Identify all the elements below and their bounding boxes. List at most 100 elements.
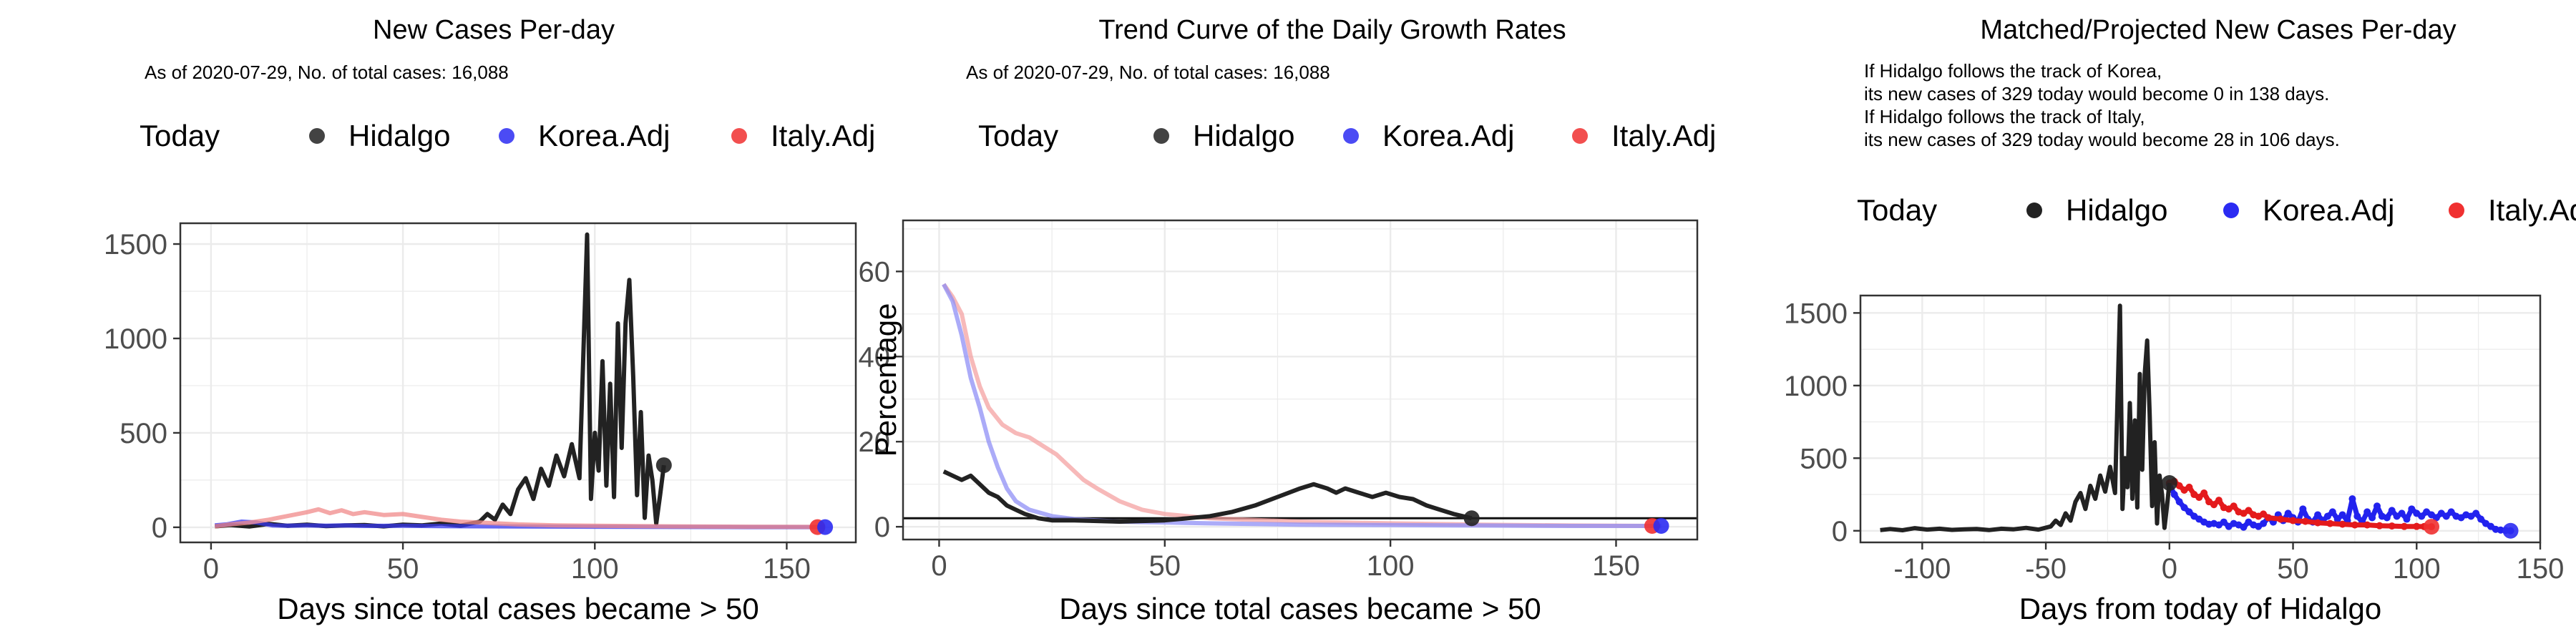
x-axis-title: Days since total cases became > 50 bbox=[1059, 592, 1541, 625]
x-tick-label: 100 bbox=[1367, 550, 1415, 582]
y-tick-label: 1500 bbox=[1784, 298, 1848, 329]
legend-key-korea-adj bbox=[1343, 128, 1359, 144]
today-point-korea-adj bbox=[2502, 522, 2519, 539]
legend-label: Korea.Adj bbox=[1382, 119, 1514, 152]
series-point-korea-adj bbox=[2398, 509, 2406, 517]
x-tick-label: 100 bbox=[2393, 553, 2441, 585]
series-point-korea-adj bbox=[2328, 508, 2336, 516]
series-point-korea-adj bbox=[2338, 511, 2346, 519]
series-point-italy-adj bbox=[2351, 521, 2358, 529]
y-tick-label: 1500 bbox=[104, 229, 167, 260]
x-tick-label: 0 bbox=[203, 553, 219, 585]
series-point-italy-adj bbox=[2388, 522, 2396, 530]
y-tick-label: 1000 bbox=[104, 323, 167, 355]
series-point-korea-adj bbox=[2408, 505, 2416, 513]
series-point-italy-adj bbox=[2338, 520, 2346, 528]
x-tick-label: 50 bbox=[387, 553, 419, 585]
series-line-italy-adj bbox=[942, 283, 1652, 528]
series-point-korea-adj bbox=[2170, 491, 2178, 499]
legend-label: Italy.Adj bbox=[1611, 119, 1716, 152]
chart-annotation-line: If Hidalgo follows the track of Korea, bbox=[1864, 60, 2162, 82]
legend-label: Italy.Adj bbox=[2488, 193, 2576, 227]
series-point-italy-adj bbox=[2326, 519, 2334, 527]
x-tick-label: 100 bbox=[571, 553, 619, 585]
y-tick-label: 0 bbox=[1832, 516, 1848, 547]
series-point-korea-adj bbox=[2388, 507, 2396, 514]
chart-panel-2: Trend Curve of the Daily Growth Rates As … bbox=[859, 15, 1717, 625]
series-point-korea-adj bbox=[2383, 514, 2391, 522]
legend-label: Korea.Adj bbox=[538, 119, 670, 152]
legend-label: Hidalgo bbox=[2066, 193, 2167, 227]
today-point-hidalgo bbox=[655, 457, 672, 474]
y-tick-label: 0 bbox=[874, 512, 890, 543]
legend-heading: Today bbox=[1857, 193, 1937, 227]
chart-subtitle: As of 2020-07-29, No. of total cases: 16… bbox=[145, 62, 509, 83]
series-point-korea-adj bbox=[2348, 495, 2356, 503]
series-point-korea-adj bbox=[2333, 515, 2341, 523]
legend-key-hidalgo bbox=[309, 128, 325, 144]
chart-title: New Cases Per-day bbox=[373, 15, 615, 45]
chart-panel-1: New Cases Per-day As of 2020-07-29, No. o… bbox=[104, 15, 875, 625]
series-point-korea-adj bbox=[2260, 519, 2268, 527]
y-tick-label: 60 bbox=[859, 256, 891, 288]
chart-legend: Today Hidalgo Korea.Adj Italy.Adj bbox=[1857, 193, 2576, 227]
legend-key-hidalgo bbox=[1153, 128, 1169, 144]
plot-panel bbox=[902, 219, 1699, 541]
chart-title: Matched/Projected New Cases Per-day bbox=[1980, 15, 2456, 45]
series-line-hidalgo bbox=[1880, 303, 2172, 532]
x-tick-label: 150 bbox=[1592, 550, 1640, 582]
series-point-korea-adj bbox=[2185, 508, 2193, 516]
x-tick-label: 150 bbox=[763, 553, 811, 585]
series-point-italy-adj bbox=[2413, 522, 2421, 530]
chart-panel-3: Matched/Projected New Cases Per-day If Hi… bbox=[1784, 15, 2576, 625]
series-point-korea-adj bbox=[2180, 504, 2188, 512]
plot-panel bbox=[1859, 294, 2542, 544]
series-point-italy-adj bbox=[2314, 519, 2322, 527]
chart-subtitle: As of 2020-07-29, No. of total cases: 16… bbox=[966, 62, 1330, 83]
series-point-korea-adj bbox=[2403, 515, 2411, 523]
series-point-italy-adj bbox=[2195, 494, 2203, 502]
series-point-korea-adj bbox=[2472, 509, 2480, 517]
series-point-italy-adj bbox=[2200, 489, 2208, 497]
legend-heading: Today bbox=[140, 119, 220, 152]
series-point-korea-adj bbox=[2373, 502, 2381, 510]
series-point-korea-adj bbox=[2368, 514, 2376, 522]
series-point-korea-adj bbox=[2353, 512, 2361, 520]
x-tick-label: 50 bbox=[2277, 553, 2309, 585]
chart-title: Trend Curve of the Daily Growth Rates bbox=[1098, 15, 1566, 45]
x-tick-label: 150 bbox=[2517, 553, 2565, 585]
y-tick-label: 20 bbox=[859, 426, 891, 458]
series-line-korea-adj bbox=[942, 283, 1662, 528]
x-axis-title: Days since total cases became > 50 bbox=[277, 592, 759, 625]
chart-annotation-line: its new cases of 329 today would become … bbox=[1864, 129, 2340, 150]
series-point-korea-adj bbox=[2240, 523, 2248, 531]
series-point-italy-adj bbox=[2230, 502, 2238, 510]
series-point-italy-adj bbox=[2210, 501, 2218, 509]
y-tick-label: 500 bbox=[119, 418, 167, 449]
series-point-italy-adj bbox=[2265, 514, 2272, 522]
chart-legend: Today Hidalgo Korea.Adj Italy.Adj bbox=[140, 119, 875, 152]
plot-border bbox=[179, 222, 857, 544]
legend-label: Korea.Adj bbox=[2263, 193, 2394, 227]
series-point-italy-adj bbox=[2215, 497, 2223, 504]
today-point-korea-adj bbox=[1653, 517, 1669, 534]
plot-border bbox=[1859, 294, 2542, 544]
chart-legend: Today Hidalgo Korea.Adj Italy.Adj bbox=[978, 119, 1716, 152]
series-point-italy-adj bbox=[2289, 517, 2297, 525]
series-point-korea-adj bbox=[2314, 511, 2322, 519]
series-point-korea-adj bbox=[2447, 508, 2455, 516]
legend-key-hidalgo bbox=[2026, 203, 2042, 218]
legend-heading: Today bbox=[978, 119, 1058, 152]
series-point-korea-adj bbox=[2477, 515, 2485, 523]
x-tick-label: -100 bbox=[1893, 553, 1951, 585]
plot-background bbox=[903, 220, 1697, 540]
legend-label: Hidalgo bbox=[348, 119, 450, 152]
x-tick-label: 0 bbox=[931, 550, 947, 582]
today-point-hidalgo bbox=[2161, 474, 2177, 491]
series-point-korea-adj bbox=[2442, 512, 2450, 520]
series-point-korea-adj bbox=[2363, 508, 2371, 516]
series-point-korea-adj bbox=[2432, 514, 2440, 522]
y-tick-label: 500 bbox=[1800, 443, 1848, 474]
